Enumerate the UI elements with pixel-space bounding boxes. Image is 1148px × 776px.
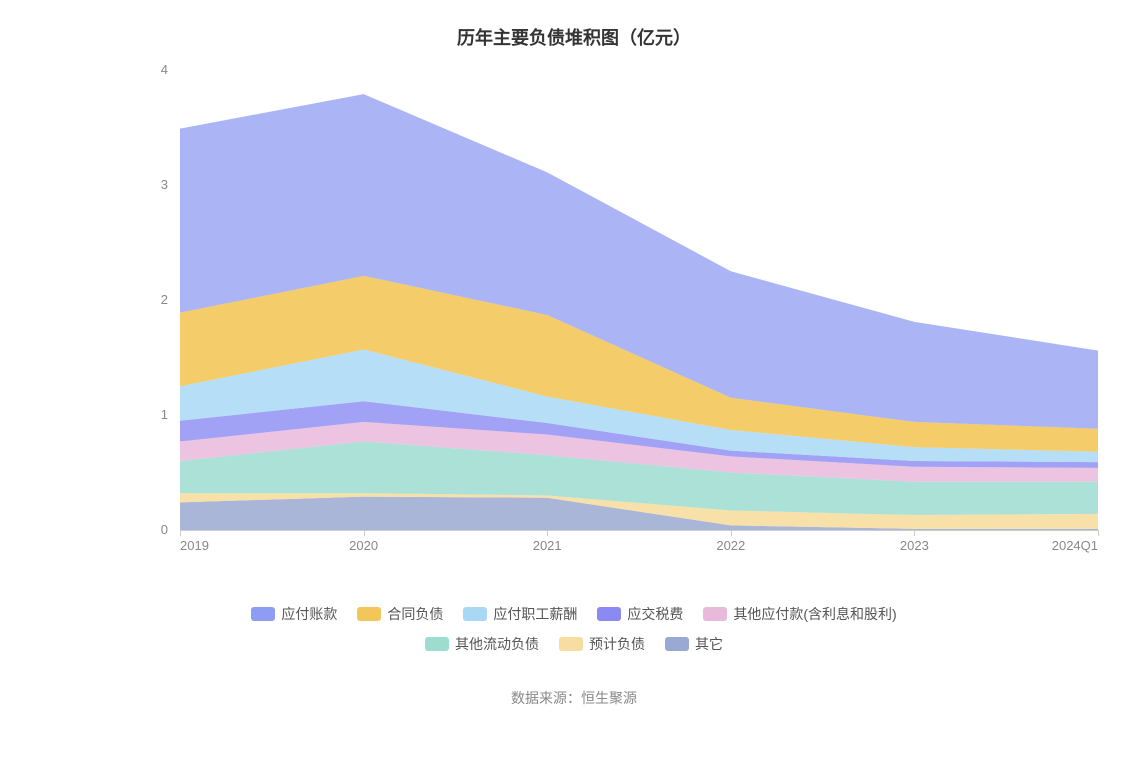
x-axis-label: 2024Q1 [1052, 538, 1098, 553]
x-axis-line [180, 530, 1098, 531]
legend-swatch [425, 637, 449, 651]
legend-item[interactable]: 其他流动负债 [425, 630, 539, 658]
legend-label: 其他流动负债 [455, 630, 539, 658]
legend-swatch [251, 607, 275, 621]
legend-label: 应交税费 [627, 600, 683, 628]
legend-item[interactable]: 其它 [665, 630, 723, 658]
legend-label: 应付账款 [281, 600, 337, 628]
y-axis-label: 0 [161, 522, 168, 537]
chart-container: 历年主要负债堆积图（亿元） 201920202021202220232024Q1… [0, 0, 1148, 776]
x-axis-label: 2022 [716, 538, 745, 553]
legend-item[interactable]: 应付职工薪酬 [463, 600, 577, 628]
x-axis-label: 2023 [900, 538, 929, 553]
x-axis-tick [364, 530, 365, 536]
legend-row: 应付账款 合同负债 应付职工薪酬 应交税费 其他应付款(含利息和股利) [160, 600, 988, 630]
x-axis-tick [914, 530, 915, 536]
legend-item[interactable]: 应交税费 [597, 600, 683, 628]
x-axis-tick [180, 530, 181, 536]
x-axis-label: 2020 [349, 538, 378, 553]
legend-item[interactable]: 预计负债 [559, 630, 645, 658]
legend-swatch [357, 607, 381, 621]
x-axis-label: 2019 [180, 538, 209, 553]
legend-label: 其他应付款(含利息和股利) [733, 600, 896, 628]
x-axis-tick [547, 530, 548, 536]
x-axis-tick [731, 530, 732, 536]
y-axis-label: 3 [161, 177, 168, 192]
legend: 应付账款 合同负债 应付职工薪酬 应交税费 其他应付款(含利息和股利) 其他流动负债 预计负… [40, 600, 1108, 660]
legend-swatch [703, 607, 727, 621]
legend-swatch [559, 637, 583, 651]
x-axis-label: 2021 [533, 538, 562, 553]
legend-swatch [665, 637, 689, 651]
data-source-label: 数据来源：恒生聚源 [40, 688, 1108, 708]
legend-item[interactable]: 其他应付款(含利息和股利) [703, 600, 896, 628]
legend-swatch [463, 607, 487, 621]
y-axis-label: 4 [161, 62, 168, 77]
y-axis-label: 2 [161, 292, 168, 307]
legend-label: 合同负债 [387, 600, 443, 628]
stacked-area-svg [180, 70, 1098, 530]
legend-item[interactable]: 合同负债 [357, 600, 443, 628]
legend-label: 应付职工薪酬 [493, 600, 577, 628]
chart-title: 历年主要负债堆积图（亿元） [40, 24, 1108, 50]
plot-area: 201920202021202220232024Q101234 [180, 70, 1098, 530]
legend-item[interactable]: 应付账款 [251, 600, 337, 628]
x-axis-tick [1098, 530, 1099, 536]
legend-swatch [597, 607, 621, 621]
legend-label: 预计负债 [589, 630, 645, 658]
legend-label: 其它 [695, 630, 723, 658]
legend-row: 其他流动负债 预计负债 其它 [160, 630, 988, 660]
y-axis-label: 1 [161, 407, 168, 422]
